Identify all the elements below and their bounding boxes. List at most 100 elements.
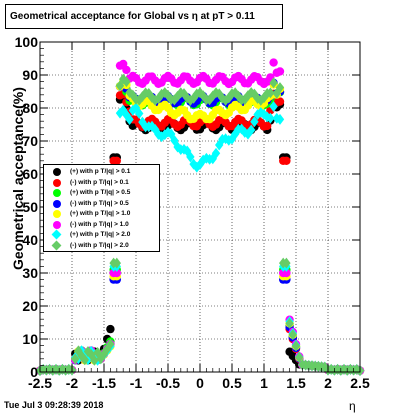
legend-label-6: (-) with p T/|q| > 1.0 xyxy=(70,220,129,228)
data-point xyxy=(275,82,285,93)
data-point xyxy=(122,76,131,88)
legend-entry-4: (-) with p T/|q| > 0.5 xyxy=(44,199,161,209)
legend-entry-7: (+) with p T/|q| > 2.0 xyxy=(44,229,161,240)
data-point xyxy=(112,268,122,278)
legend-label-4: (-) with p T/|q| > 0.5 xyxy=(70,199,129,207)
data-point xyxy=(266,112,275,124)
legend-label-7: (+) with p T/|q| > 2.0 xyxy=(70,231,131,238)
x-tick-label: 2.5 xyxy=(350,375,370,391)
data-point xyxy=(147,120,157,132)
data-point xyxy=(163,89,173,101)
data-point xyxy=(135,108,144,119)
y-tick-label: 10 xyxy=(22,331,38,347)
timestamp: Tue Jul 3 09:28:39 2018 xyxy=(4,400,104,410)
data-point xyxy=(266,87,275,99)
data-point xyxy=(269,101,278,113)
legend-label-1: (+) with p T/|q| > 0.1 xyxy=(70,168,131,175)
legend-entry-5: (+) with p T/|q| > 1.0 xyxy=(44,209,161,219)
data-point xyxy=(71,353,80,365)
series-8 xyxy=(35,73,365,377)
y-tick-label: 70 xyxy=(22,133,38,149)
y-tick-label: 40 xyxy=(22,232,38,248)
legend-entry-3: (+) with p T/|q| > 0.5 xyxy=(44,188,161,198)
data-point xyxy=(282,156,291,165)
data-point xyxy=(80,354,89,366)
data-point xyxy=(131,102,141,114)
data-point xyxy=(269,77,278,89)
legend-marker-8 xyxy=(51,240,62,250)
data-point xyxy=(288,329,297,341)
marks-layer xyxy=(35,58,365,377)
data-point xyxy=(122,65,131,75)
x-tick-label: 2 xyxy=(324,375,332,391)
x-axis-label: η xyxy=(349,399,356,413)
data-point xyxy=(112,257,121,269)
data-point xyxy=(275,97,285,106)
legend-entry-2: (-) with p T/|q| > 0.1 xyxy=(44,178,161,188)
data-point xyxy=(195,87,205,99)
data-point xyxy=(250,116,259,128)
data-point xyxy=(291,340,301,352)
chart-title: Geometrical acceptance for Global vs η a… xyxy=(5,4,283,29)
legend-marker-5 xyxy=(53,210,61,218)
x-tick-label: 1 xyxy=(260,375,268,391)
data-point xyxy=(83,346,93,357)
x-tick-label: 1.5 xyxy=(286,375,306,391)
legend-entry-1: (+) with p T/|q| > 0.1 xyxy=(44,167,161,177)
data-point xyxy=(247,124,256,136)
legend-entry-6: (-) with p T/|q| > 1.0 xyxy=(44,220,161,230)
data-point xyxy=(163,126,173,138)
legend-marker-2 xyxy=(53,178,61,187)
y-tick-label: 80 xyxy=(22,100,38,116)
data-point xyxy=(106,338,115,350)
data-point xyxy=(147,92,157,103)
y-tick-label: 90 xyxy=(22,67,38,83)
x-tick-label: -0.5 xyxy=(156,375,180,391)
y-tick-label: 20 xyxy=(22,298,38,314)
data-point xyxy=(282,268,291,278)
x-tick-label: -2 xyxy=(66,375,79,391)
x-tick-label: -1 xyxy=(130,375,143,391)
legend-marker-6 xyxy=(53,220,61,229)
data-point xyxy=(195,159,205,171)
data-point xyxy=(74,345,83,357)
data-point xyxy=(275,67,285,76)
data-point xyxy=(186,151,195,163)
y-tick-label: 50 xyxy=(22,199,38,215)
data-point xyxy=(243,128,253,140)
data-point xyxy=(243,90,253,102)
data-point xyxy=(93,347,102,358)
legend-marker-4 xyxy=(53,199,61,208)
legend-label-8: (-) with p T/|q| > 2.0 xyxy=(70,241,129,249)
data-point xyxy=(285,317,294,329)
legend-marker-1 xyxy=(53,168,61,176)
data-point xyxy=(282,257,291,269)
y-tick-label: 60 xyxy=(22,166,38,182)
data-point xyxy=(103,343,112,355)
data-point xyxy=(99,348,109,360)
data-point xyxy=(90,354,99,366)
data-point xyxy=(138,91,147,103)
y-tick-label: 0 xyxy=(30,364,38,380)
x-tick-label: 0.5 xyxy=(222,375,242,391)
legend-marker-3 xyxy=(53,189,61,197)
data-point xyxy=(275,113,285,125)
data-point xyxy=(115,80,125,92)
data-point xyxy=(179,88,189,100)
data-point xyxy=(218,92,227,104)
data-point xyxy=(106,324,115,334)
x-tick-label: -1.5 xyxy=(92,375,116,391)
data-point xyxy=(211,147,221,159)
data-point xyxy=(179,143,189,155)
y-tick-label: 100 xyxy=(15,34,39,50)
x-tick-label: 0 xyxy=(196,375,204,391)
data-point xyxy=(119,73,128,85)
data-point xyxy=(227,133,237,145)
data-point xyxy=(119,104,128,116)
y-axis-label: Geometrical acceptance(%) xyxy=(10,87,26,270)
data-point xyxy=(256,94,265,106)
y-tick-label: 30 xyxy=(22,265,38,281)
legend-entry-8: (-) with p T/|q| > 2.0 xyxy=(44,240,161,251)
legend: (+) with p T/|q| > 0.1 (-) with p T/|q| … xyxy=(43,164,160,252)
